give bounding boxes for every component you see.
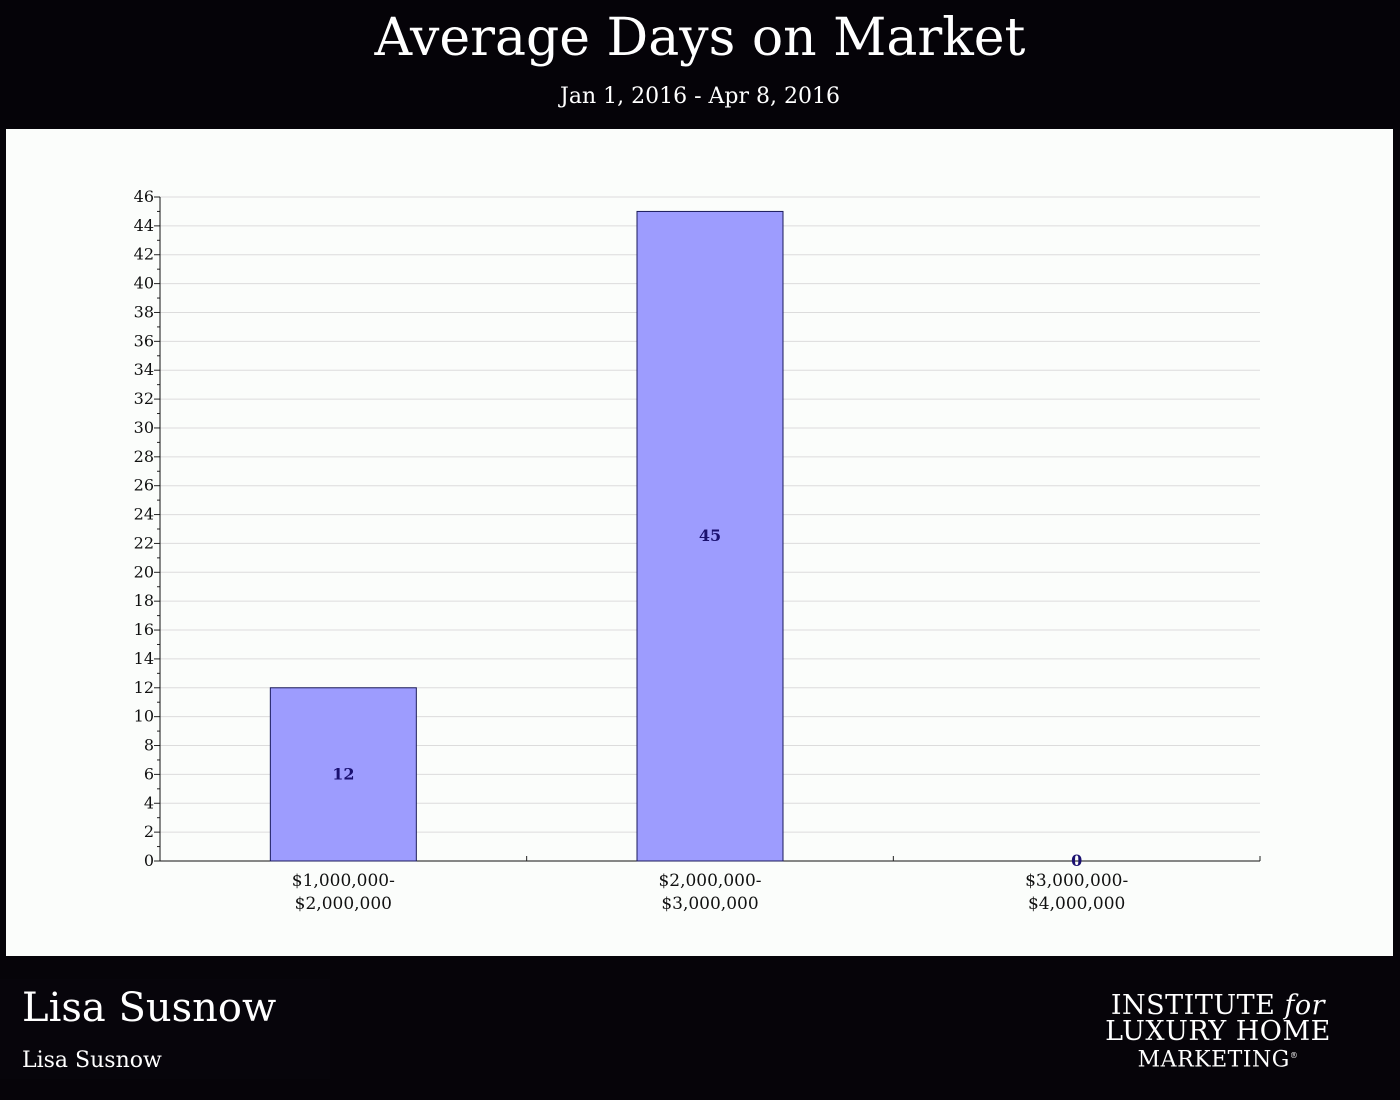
y-tick-label: 30 <box>134 418 154 437</box>
y-tick-label: 12 <box>134 678 154 697</box>
bar-value-label: 0 <box>1071 851 1082 870</box>
y-tick-label: 20 <box>134 562 154 581</box>
bar-value-label: 12 <box>332 764 354 783</box>
y-tick-label: 34 <box>134 360 154 379</box>
y-tick-label: 18 <box>134 591 154 610</box>
bar <box>269 687 417 862</box>
x-category-label: $2,000,000 <box>295 894 392 914</box>
chart-title: Average Days on Market <box>374 8 1026 68</box>
bar-chart: 0246810121416182022242628303234363840424… <box>134 187 1261 914</box>
y-tick-label: 0 <box>144 851 154 870</box>
agent-block <box>0 979 330 1079</box>
y-tick-label: 40 <box>134 274 154 293</box>
chart-date-range: Jan 1, 2016 - Apr 8, 2016 <box>560 84 840 109</box>
bar-value-label: 45 <box>699 526 721 545</box>
footer: Lisa Susnow Lisa Susnow INSTITUTE for LU… <box>0 957 1400 1100</box>
x-category-label: $3,000,000 <box>661 894 758 914</box>
y-tick-label: 22 <box>134 533 154 552</box>
y-tick-label: 44 <box>134 216 154 235</box>
y-tick-label: 26 <box>134 476 154 495</box>
y-tick-label: 24 <box>134 505 154 524</box>
x-category-label: $2,000,000- <box>658 871 761 891</box>
x-category-label: $3,000,000- <box>1025 871 1128 891</box>
x-category-label: $1,000,000- <box>292 871 395 891</box>
agent-name: Lisa Susnow <box>22 985 277 1031</box>
y-tick-label: 14 <box>134 649 154 668</box>
y-tick-label: 36 <box>134 331 154 350</box>
y-tick-label: 6 <box>144 764 154 783</box>
y-tick-label: 2 <box>144 822 154 841</box>
y-tick-label: 4 <box>144 793 154 812</box>
bar <box>636 210 784 862</box>
y-tick-label: 38 <box>134 302 154 321</box>
x-category-label: $4,000,000 <box>1028 894 1125 914</box>
y-tick-label: 42 <box>134 245 154 264</box>
y-tick-label: 16 <box>134 620 154 639</box>
logo-line-1: INSTITUTE for <box>1110 990 1326 1021</box>
logo-line-3: MARKETING® <box>1137 1047 1299 1073</box>
y-tick-label: 10 <box>134 707 154 726</box>
institute-logo: INSTITUTE for LUXURY HOME MARKETING® <box>1078 990 1358 1073</box>
y-tick-label: 28 <box>134 447 154 466</box>
agent-subtitle: Lisa Susnow <box>22 1048 162 1073</box>
y-tick-label: 8 <box>144 736 154 755</box>
y-tick-label: 46 <box>134 187 154 206</box>
header: Average Days on Market Jan 1, 2016 - Apr… <box>0 0 1400 128</box>
y-tick-label: 32 <box>134 389 154 408</box>
logo-line-2: LUXURY HOME <box>1105 1016 1331 1047</box>
chart-panel: 0 2 4 6 8 10 12 14 16 18 20 22 24 26 28 30 32 34 36 38 40 42 4… <box>6 129 1393 956</box>
